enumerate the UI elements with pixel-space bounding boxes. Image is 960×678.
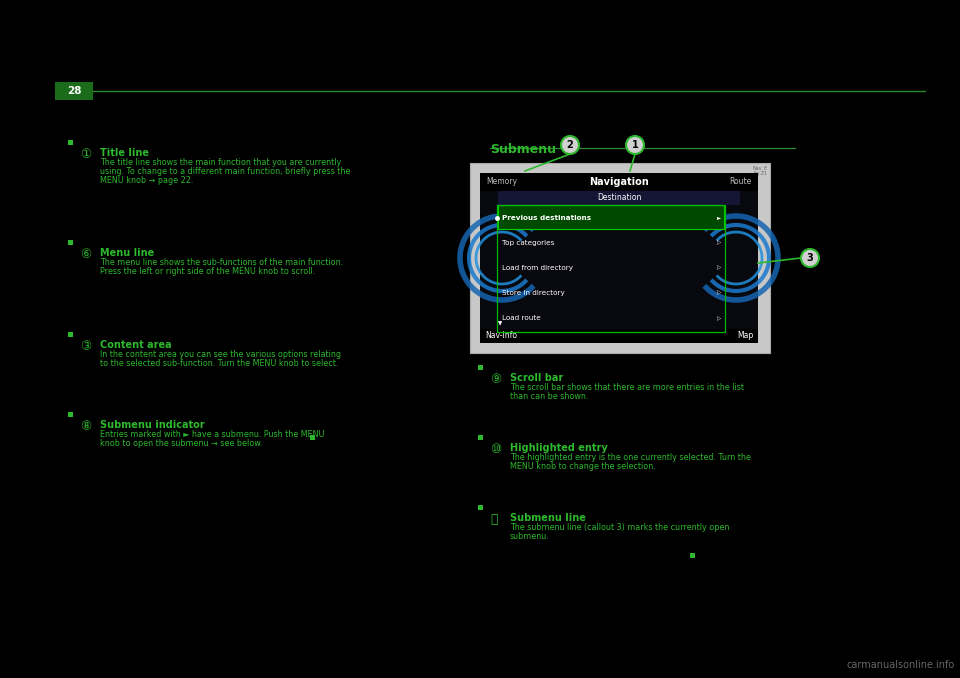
- Bar: [68, 412, 73, 417]
- Text: ③: ③: [80, 340, 91, 353]
- Bar: [68, 140, 73, 145]
- Text: than can be shown.: than can be shown.: [510, 392, 588, 401]
- Text: Nav_E
fig.21: Nav_E fig.21: [753, 165, 768, 176]
- Text: Press the left or right side of the MENU knob to scroll.: Press the left or right side of the MENU…: [100, 267, 315, 276]
- Text: ①: ①: [80, 148, 91, 161]
- Text: carmanualsonline.info: carmanualsonline.info: [847, 660, 955, 670]
- Bar: [480, 173, 758, 343]
- Text: Entries marked with ► have a submenu. Push the MENU: Entries marked with ► have a submenu. Pu…: [100, 430, 324, 439]
- Text: Memory: Memory: [487, 178, 517, 186]
- Text: submenu.: submenu.: [510, 532, 550, 541]
- Text: Load from directory: Load from directory: [502, 265, 573, 271]
- Bar: [55, 82, 93, 100]
- Text: The menu line shows the sub-functions of the main function.: The menu line shows the sub-functions of…: [100, 258, 343, 267]
- Bar: [480, 173, 758, 191]
- Text: Destination: Destination: [597, 193, 641, 203]
- Text: 28: 28: [67, 86, 82, 96]
- Text: Top categories: Top categories: [502, 240, 554, 246]
- Text: using. To change to a different main function, briefly press the: using. To change to a different main fun…: [100, 167, 350, 176]
- Text: Nav-Info: Nav-Info: [485, 332, 517, 340]
- Bar: [478, 365, 483, 370]
- Text: ▷: ▷: [717, 316, 721, 321]
- Text: 3: 3: [806, 253, 813, 263]
- Bar: [478, 505, 483, 510]
- Bar: [310, 435, 315, 440]
- Circle shape: [626, 136, 644, 154]
- Bar: [480, 329, 758, 343]
- Text: 2: 2: [566, 140, 573, 150]
- Circle shape: [801, 249, 819, 267]
- Bar: [498, 191, 740, 205]
- Text: The submenu line (callout 3) marks the currently open: The submenu line (callout 3) marks the c…: [510, 523, 730, 532]
- Text: Submenu indicator: Submenu indicator: [100, 420, 204, 430]
- Text: The title line shows the main function that you are currently: The title line shows the main function t…: [100, 158, 341, 167]
- Text: ▷: ▷: [717, 240, 721, 245]
- Text: Title line: Title line: [100, 148, 149, 158]
- Text: The scroll bar shows that there are more entries in the list: The scroll bar shows that there are more…: [510, 383, 744, 392]
- Text: Scroll bar: Scroll bar: [510, 373, 564, 383]
- Text: Route: Route: [729, 178, 751, 186]
- Text: MENU knob to change the selection.: MENU knob to change the selection.: [510, 462, 656, 471]
- Bar: [68, 240, 73, 245]
- Text: ►: ►: [717, 215, 721, 220]
- Text: Submenu: Submenu: [490, 143, 556, 156]
- Text: Previous destinations: Previous destinations: [502, 215, 591, 220]
- Bar: [690, 553, 695, 558]
- Text: knob to open the submenu → see below.: knob to open the submenu → see below.: [100, 439, 262, 448]
- Text: ⑪: ⑪: [490, 513, 497, 526]
- Text: 1: 1: [632, 140, 638, 150]
- Text: Store in directory: Store in directory: [502, 290, 564, 296]
- Circle shape: [561, 136, 579, 154]
- Bar: [497, 205, 725, 332]
- Text: Map: Map: [736, 332, 753, 340]
- Text: The highlighted entry is the one currently selected. Turn the: The highlighted entry is the one current…: [510, 453, 751, 462]
- Bar: [68, 332, 73, 337]
- Text: MENU knob → page 22.: MENU knob → page 22.: [100, 176, 193, 185]
- Bar: [470, 163, 770, 353]
- Text: In the content area you can see the various options relating: In the content area you can see the vari…: [100, 350, 341, 359]
- Text: ⑥: ⑥: [80, 248, 91, 261]
- Text: Submenu line: Submenu line: [510, 513, 586, 523]
- Text: ⑩: ⑩: [490, 443, 501, 456]
- Text: ▼: ▼: [498, 321, 502, 326]
- Text: ⑧: ⑧: [80, 420, 91, 433]
- Text: ⑨: ⑨: [490, 373, 501, 386]
- Text: Load route: Load route: [502, 315, 540, 321]
- Bar: [478, 435, 483, 440]
- Text: Highlighted entry: Highlighted entry: [510, 443, 608, 453]
- Bar: [498, 205, 724, 229]
- Text: to the selected sub-function. Turn the MENU knob to select.: to the selected sub-function. Turn the M…: [100, 359, 338, 368]
- Text: Content area: Content area: [100, 340, 172, 350]
- Text: Menu line: Menu line: [100, 248, 155, 258]
- Text: Navigation: Navigation: [589, 177, 649, 187]
- Text: ▷: ▷: [717, 266, 721, 271]
- Text: ▷: ▷: [717, 291, 721, 296]
